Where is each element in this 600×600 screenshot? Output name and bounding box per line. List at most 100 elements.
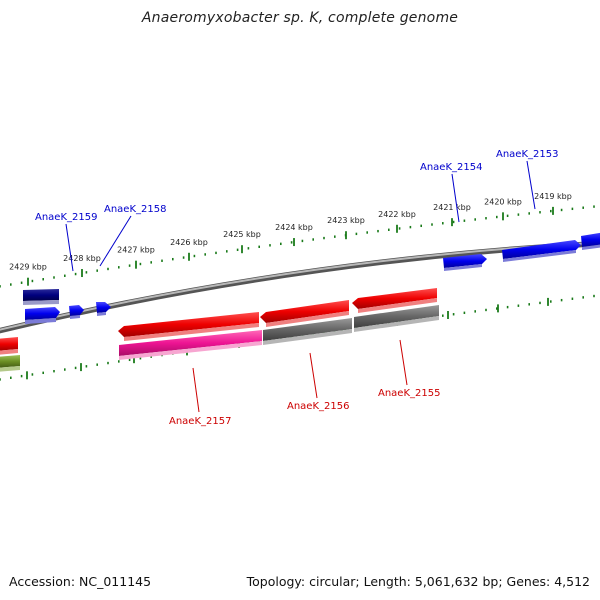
- scale-dot: [463, 311, 466, 315]
- scale-dot: [550, 209, 552, 213]
- gene-reverse-gray-1[interactable]: [263, 318, 352, 345]
- scale-dot: [517, 213, 520, 216]
- scale-dot: [442, 222, 444, 225]
- gene-forward-6[interactable]: [581, 232, 600, 250]
- scale-dot: [172, 257, 174, 261]
- scale-tick-label: 2429 kbp: [9, 263, 47, 272]
- scale-dot: [377, 229, 379, 233]
- scale-dot: [182, 256, 185, 259]
- scale-dot: [85, 271, 88, 274]
- scale-dot: [388, 228, 390, 231]
- scale-dot: [0, 378, 1, 381]
- outer-scale-ticks: [27, 206, 554, 286]
- gene-labels: AnaeK_2159 AnaeK_2158 AnaeK_2154 AnaeK_2…: [35, 149, 558, 427]
- scale-tick-label: 2428 kbp: [63, 254, 101, 263]
- scale-dot: [42, 278, 44, 281]
- gene-label-callouts: [65, 160, 536, 413]
- scale-dot: [528, 303, 530, 306]
- scale-dot: [528, 212, 530, 215]
- scale-dot: [269, 244, 271, 247]
- forward-strand-genes: [23, 232, 600, 324]
- gene-reverse-pink[interactable]: [119, 330, 262, 360]
- gene-forward-5[interactable]: [502, 240, 581, 262]
- scale-dot: [20, 281, 23, 284]
- gene-reverse-2156[interactable]: [260, 300, 349, 327]
- scale-tick-label: 2427 kbp: [117, 246, 155, 255]
- scale-dot: [485, 308, 487, 312]
- gene-label-2155[interactable]: AnaeK_2155: [378, 388, 440, 399]
- gene-forward-navy[interactable]: [23, 289, 59, 305]
- scale-dot: [31, 373, 34, 376]
- gene-reverse-gray-2[interactable]: [354, 305, 439, 332]
- scale-labels: 2429 kbp 2428 kbp 2427 kbp 2426 kbp 2425 kbp…: [9, 192, 572, 272]
- scale-tick-label: 2422 kbp: [378, 210, 416, 219]
- gene-forward-4[interactable]: [443, 254, 487, 271]
- scale-dot: [150, 355, 152, 358]
- gene-label-2157[interactable]: AnaeK_2157: [169, 416, 231, 427]
- scale-dot: [128, 358, 131, 362]
- scale-dot: [312, 238, 314, 241]
- scale-tick-label: 2426 kbp: [170, 238, 208, 247]
- scale-dot: [118, 360, 120, 363]
- scale-dot: [593, 294, 595, 298]
- gene-reverse-2157[interactable]: [118, 312, 259, 341]
- scale-dot: [442, 314, 444, 317]
- scale-dot: [85, 365, 88, 368]
- scale-dot: [485, 217, 487, 220]
- scale-dot: [10, 376, 12, 379]
- scale-dot: [560, 208, 563, 212]
- scale-dot: [64, 368, 66, 371]
- scale-dot: [582, 206, 584, 209]
- scale-dot: [496, 215, 498, 219]
- accession-text: Accession: NC_011145: [9, 574, 152, 589]
- gene-label-2153[interactable]: AnaeK_2153: [496, 149, 558, 160]
- gene-label-2158[interactable]: AnaeK_2158: [104, 204, 166, 215]
- gene-label-2159[interactable]: AnaeK_2159: [35, 212, 97, 223]
- gene-label-2156[interactable]: AnaeK_2156: [287, 401, 349, 412]
- scale-dot: [334, 235, 336, 238]
- scale-dot: [398, 227, 401, 230]
- scale-dot: [280, 242, 282, 246]
- scale-dot: [139, 262, 142, 266]
- scale-dot: [247, 247, 250, 250]
- outer-scale-dots: [0, 205, 595, 288]
- scale-dot: [64, 274, 66, 277]
- scale-dot: [301, 239, 304, 243]
- scale-dot: [226, 250, 228, 253]
- scale-dot: [420, 224, 422, 228]
- scale-dot: [74, 366, 77, 370]
- scale-dot: [571, 207, 574, 211]
- scale-dot: [107, 267, 109, 271]
- scale-dot: [571, 297, 574, 300]
- scale-dot: [10, 283, 12, 286]
- scale-dot: [107, 361, 109, 365]
- scale-dot: [161, 259, 163, 262]
- scale-dot: [409, 225, 412, 229]
- gene-label-2154[interactable]: AnaeK_2154: [420, 162, 482, 173]
- gene-reverse-olive-edge[interactable]: [0, 355, 20, 372]
- gene-reverse-red-edge[interactable]: [0, 337, 18, 355]
- scale-dot: [539, 211, 541, 214]
- scale-dot: [53, 276, 55, 279]
- scale-dot: [204, 253, 206, 256]
- scale-dot: [539, 301, 541, 305]
- scale-dot: [474, 218, 476, 221]
- scale-dot: [355, 232, 358, 236]
- scale-tick-label: 2423 kbp: [327, 216, 365, 225]
- scale-dot: [323, 236, 325, 240]
- scale-dot: [506, 305, 509, 309]
- gene-forward-2[interactable]: [69, 305, 84, 319]
- scale-dot: [582, 296, 584, 299]
- scale-dot: [550, 300, 552, 303]
- gene-forward-3[interactable]: [96, 302, 111, 316]
- scale-dot: [42, 371, 44, 375]
- gene-forward-1[interactable]: [25, 307, 60, 324]
- scale-dot: [452, 313, 455, 316]
- scale-dot: [74, 272, 77, 276]
- scale-dot: [290, 241, 293, 244]
- scale-dot: [366, 231, 368, 234]
- gene-reverse-2155[interactable]: [352, 288, 437, 313]
- scale-dot: [150, 261, 152, 264]
- genome-summary-text: Topology: circular; Length: 5,061,632 bp…: [246, 574, 590, 589]
